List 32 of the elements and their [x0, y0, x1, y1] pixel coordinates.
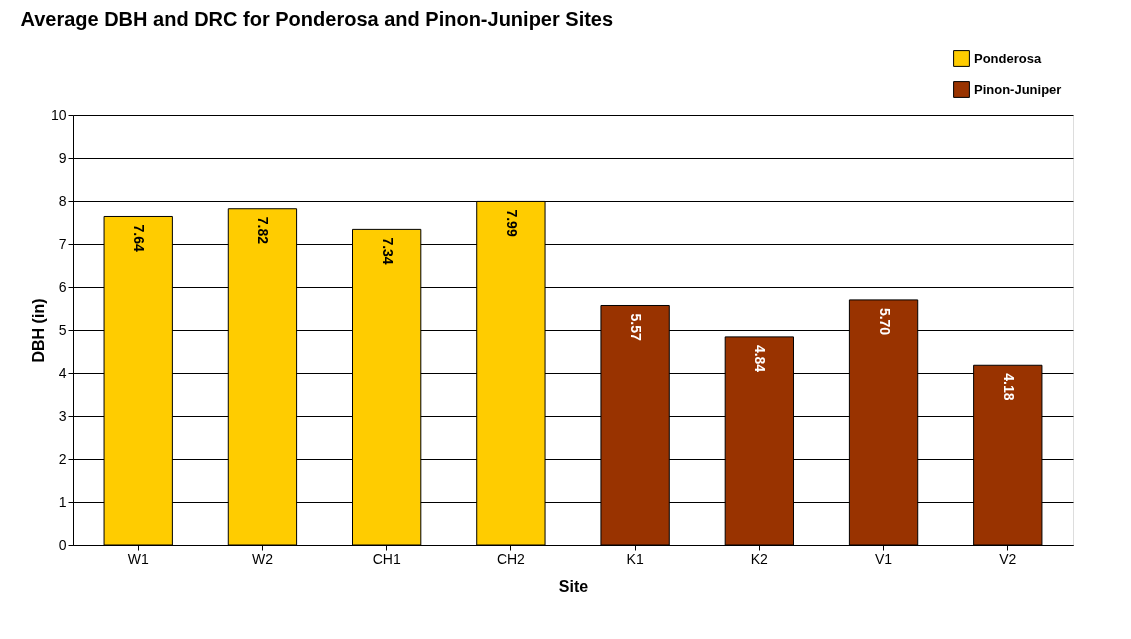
x-tick-label: V1: [875, 550, 893, 567]
data-label: 7.64: [131, 224, 148, 252]
data-label: 4.18: [1000, 373, 1017, 401]
x-tick-label: K2: [750, 550, 769, 567]
y-tick-label: 10: [50, 106, 67, 123]
data-label: 7.34: [379, 237, 396, 265]
x-tick-label: V2: [999, 550, 1017, 567]
y-tick-label: 7: [58, 235, 67, 252]
x-tick-label: W1: [127, 550, 149, 567]
data-label: 4.84: [752, 344, 769, 373]
y-tick-label: 3: [58, 407, 67, 424]
y-tick-label: 2: [58, 450, 67, 467]
y-tick-label: 6: [58, 278, 67, 295]
x-tick-label: CH2: [496, 550, 526, 567]
x-tick-label: K1: [626, 550, 644, 567]
data-label: 5.57: [628, 313, 645, 341]
legend-label: Ponderosa: [974, 50, 1042, 66]
y-tick-label: 8: [58, 192, 67, 209]
data-label: 5.70: [876, 307, 893, 336]
y-tick-label: 5: [58, 321, 67, 338]
data-label: 7.82: [255, 216, 272, 245]
chart-title: Average DBH and DRC for Ponderosa and Pinon-Juniper Sites: [20, 8, 614, 30]
x-tick-label: W2: [251, 550, 274, 567]
data-label: 7.99: [503, 209, 520, 237]
y-tick-label: 4: [58, 364, 67, 381]
x-axis-title: Site: [558, 577, 589, 595]
y-tick-label: 0: [58, 536, 67, 553]
y-tick-label: 1: [58, 493, 67, 510]
y-tick-label: 9: [58, 149, 67, 166]
x-tick-label: CH1: [372, 550, 401, 567]
legend-label: Pinon-Juniper: [974, 81, 1062, 97]
y-axis-title: DBH (in): [29, 298, 47, 363]
